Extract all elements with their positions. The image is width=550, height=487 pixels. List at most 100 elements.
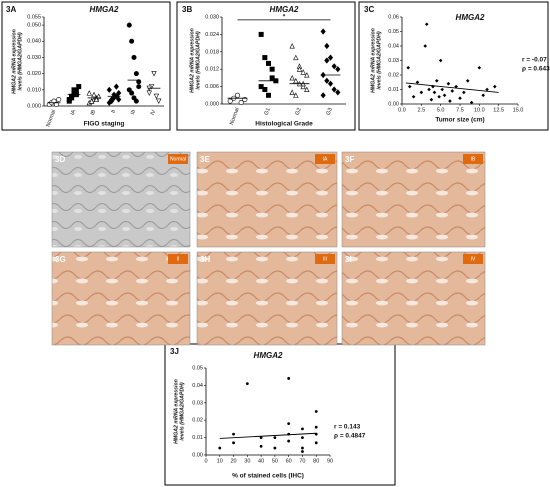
image-panel: 3G II [51,251,191,346]
image-panel: 3H III [196,251,338,346]
x-tick-label: Normal [46,109,58,128]
point [289,43,295,49]
x-tick-label: 2.5 [418,107,426,113]
point [259,444,263,448]
y-tick-label: 0.02 [192,418,203,424]
point [458,96,462,100]
point [238,100,244,106]
x-tick-label: 90 [327,458,333,464]
image-label: 3D [55,155,65,164]
point [429,97,434,102]
point [53,101,59,107]
point [450,89,455,93]
stage-tag-box [315,254,335,264]
point [304,72,310,78]
x-axis-label: FIGO staging [84,121,125,128]
x-tick-label: 40 [258,458,264,464]
point [269,75,275,81]
image-panel: 3F IB [341,151,486,248]
point [485,87,489,92]
y-tick-label: 0.040 [27,39,41,45]
y-tick-label: 0.030 [27,55,41,61]
trend-line [405,82,499,93]
point [116,96,122,103]
point [331,86,337,93]
panel-chart: 3A HMGA2 0.000 0.010 0.020 0.030 0.040 0.050 0.0… [1,1,171,131]
annotation: r = -0.07 [522,57,547,64]
point [289,89,295,95]
panel-chart: 3J HMGA2 0.00 0.01 0.02 0.03 0.04 0.05 HMGA2 mRN… [164,343,396,486]
point [424,22,429,27]
y-tick-label: 0.06 [388,14,399,20]
point [435,79,439,83]
y-tick-label: 0.010 [27,87,41,93]
x-tick-label: 20 [230,458,236,464]
point [146,90,152,96]
point [133,71,139,77]
point [136,84,142,90]
point [304,86,310,92]
x-axis-label: Tumor size (cm) [435,117,484,124]
point [88,98,95,104]
point [69,95,75,101]
micrograph [196,151,338,248]
point [320,92,326,99]
image-label: 3G [55,255,66,264]
point [440,87,445,92]
point [126,22,132,28]
y-tick-label: 0.02 [388,72,399,78]
point [76,84,82,90]
panel-chart: 3C HMGA2 0.00 0.01 0.02 0.03 0.04 0.05 0.06 HMGA2… [358,1,550,131]
x-tick-label: 0 [204,458,207,464]
point [287,377,291,380]
point [493,84,497,89]
point [258,31,264,37]
point [296,66,303,72]
point [438,58,443,63]
point [136,79,142,85]
point [129,38,135,44]
x-tick-label: II [111,109,118,114]
point [262,87,268,93]
point [293,77,299,84]
micrograph [341,151,486,248]
point [156,98,162,105]
point [406,65,410,70]
panel-frame [358,1,549,131]
point [265,92,271,98]
y-tick-label: 0.00 [192,452,203,458]
point [331,63,337,70]
point [232,441,235,445]
image-panels: 3D Normal 3E IA 3F IB 3G II 3H III 3I IV [51,151,486,346]
y-tick-label: 0.018 [205,49,219,55]
panel-label: 3B [182,5,192,14]
point [56,97,62,103]
point [324,42,330,50]
y-tick-label: 0.01 [388,87,399,93]
y-axis-label: levels (HMGA2/GAPDH) [179,382,185,441]
panel-label: 3C [364,5,374,14]
y-tick-label: 0.05 [192,365,203,371]
x-tick-label: 60 [286,458,292,464]
y-tick-label: 0.024 [205,32,219,38]
stage-tag: IV [471,256,476,262]
stage-tag: III [323,256,327,262]
image-label: 3E [200,155,210,164]
point [327,54,334,61]
point [454,84,458,89]
y-tick-label: 0.05 [388,29,399,35]
stage-tag-box [463,254,483,264]
trend-line [219,432,317,439]
micrograph [51,251,191,346]
stage-tag-box [168,254,188,264]
point [133,98,139,104]
point [293,92,299,98]
y-tick-label: 0.006 [205,84,219,90]
y-axis-label: HMGA2 mRNA expression [11,29,17,94]
y-axis-label: HMGA2 mRNA expression [370,28,376,93]
x-tick-label: III [130,109,137,116]
x-tick-label: Normal [229,107,241,126]
point [109,98,115,105]
micrograph [51,151,191,248]
